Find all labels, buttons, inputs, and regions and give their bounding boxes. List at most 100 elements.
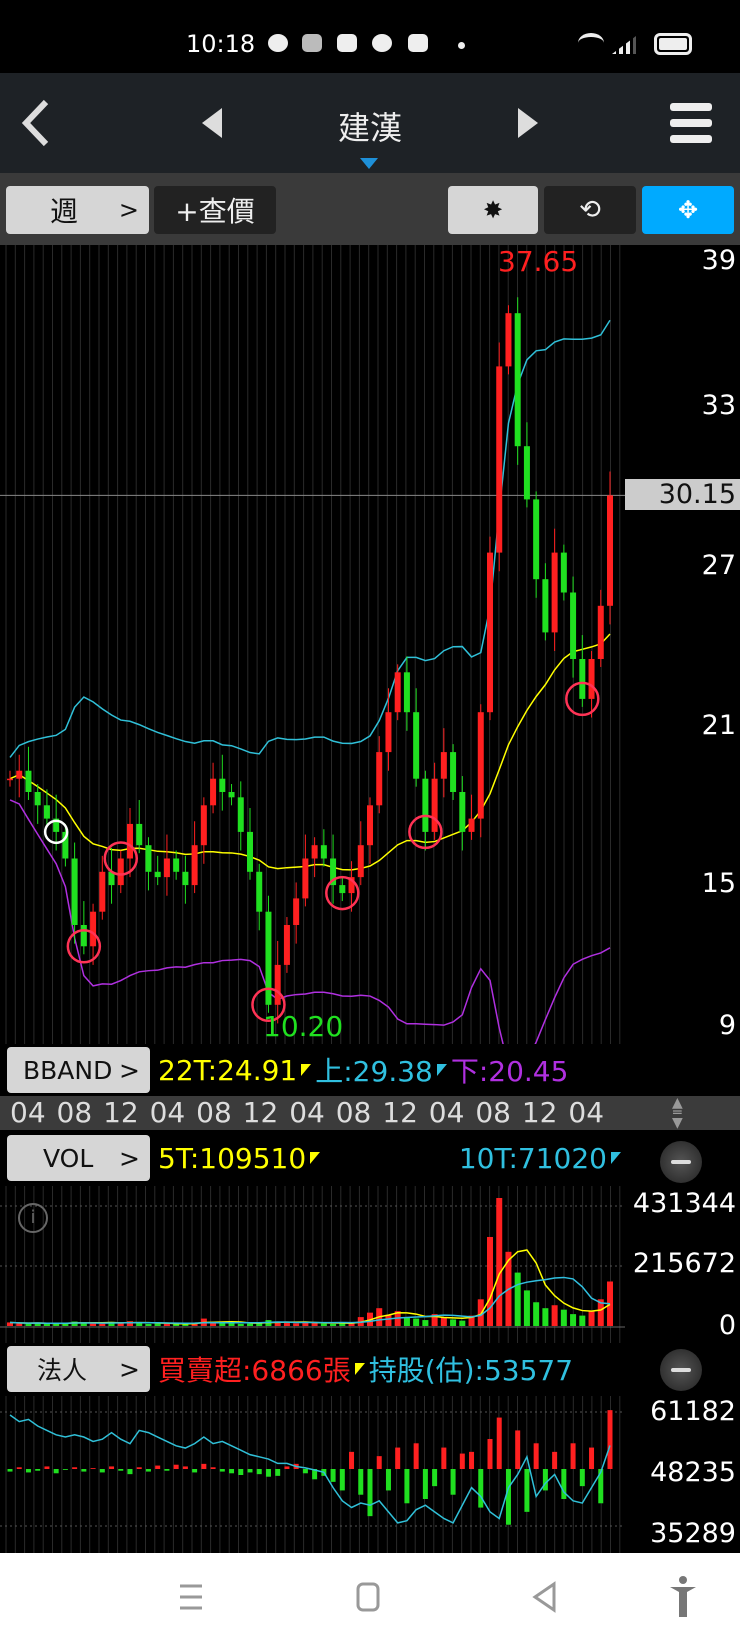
resize-handle-icon[interactable]: ▲ ═ ▼ [672,1095,683,1131]
volume-bar [542,1308,549,1326]
bband-label: BBAND [23,1055,113,1085]
net-bar [7,1469,13,1472]
rotate-icon[interactable]: ⟲ [544,186,636,234]
price-tick: 39 [701,245,736,276]
notification-dot-icon [458,42,465,49]
game-icon [372,34,392,52]
price-tick: 27 [701,550,736,581]
remove-inst-button[interactable] [660,1349,702,1391]
price-axis: 39 33 27 21 15 9 30.15 [625,245,740,1045]
net-bar [459,1453,465,1470]
net-bar [127,1469,133,1475]
vol-tick: 215672 [632,1248,736,1279]
volume-bar [283,1323,290,1326]
candle [367,805,373,846]
candle [450,752,457,792]
date-tick: 08 [475,1096,522,1129]
candle [422,778,429,832]
volume-bar [117,1323,124,1326]
candle [145,845,152,872]
candle [302,858,309,899]
date-tick: 04 [428,1096,476,1129]
remove-vol-button[interactable] [660,1141,702,1183]
signal-icon [612,36,636,54]
candle [403,672,410,713]
vol-row: VOL > 5T:109510 10T:71020 [0,1132,625,1184]
candle [607,495,613,606]
price-chart[interactable] [0,245,625,1045]
holding-line [9,1414,611,1524]
prev-stock-icon[interactable] [200,106,226,140]
candle [80,925,87,947]
candle [459,792,466,832]
inst-selector[interactable]: 法人 > [7,1346,150,1392]
net-bar [81,1469,87,1472]
candle [274,964,281,1005]
volume-bar [127,1321,133,1326]
fullscreen-icon[interactable]: ✥ [642,186,734,234]
candle [219,778,226,792]
net-bar [561,1469,567,1500]
candle [247,831,253,872]
period-selector[interactable]: 週 > [6,186,149,234]
volume-bar [385,1314,392,1326]
net-bar [579,1469,585,1487]
chevron-right-icon: > [119,1354,140,1384]
net-bar [339,1469,345,1491]
volume-bar [274,1321,281,1326]
youtube-icon [337,34,357,52]
volume-bar [570,1314,577,1326]
net-bar [16,1467,22,1470]
volume-bar [25,1323,32,1326]
next-stock-icon[interactable] [514,106,540,140]
net-bar [598,1469,604,1504]
candle [7,778,13,781]
candle [597,605,604,659]
dropdown-caret-icon[interactable] [360,158,378,170]
bband-selector[interactable]: BBAND > [7,1047,150,1093]
net-bar [432,1469,438,1487]
info-icon[interactable]: i [18,1203,48,1233]
gear-icon[interactable]: ✸ [448,186,538,234]
volume-bar [413,1318,420,1326]
volume-bar [53,1323,60,1326]
net-bar [487,1439,493,1470]
net-bar [118,1469,124,1471]
net-bar [284,1466,290,1470]
net-bar [247,1469,253,1473]
net-bar [256,1469,262,1475]
accessibility-icon[interactable] [668,1575,698,1619]
volume-bar [228,1323,235,1326]
net-bar [109,1466,115,1470]
back-icon[interactable] [18,98,52,148]
bband-mid-line [9,633,611,871]
vol-label: VOL [43,1143,94,1173]
net-bar [219,1469,225,1472]
battery-icon [654,33,692,55]
volume-bar [330,1323,337,1326]
candle [570,592,577,659]
candle [487,552,493,713]
candle [283,925,290,965]
home-icon[interactable] [356,1580,382,1614]
date-tick: 12 [242,1096,290,1129]
flag-icon [611,1152,621,1164]
back-nav-icon[interactable] [532,1581,558,1613]
flag-icon [436,1064,447,1076]
line-icon [268,34,288,52]
vol-selector[interactable]: VOL > [7,1135,150,1181]
candle [99,871,106,912]
institutional-chart[interactable] [0,1396,625,1553]
marker-circle [565,681,600,717]
menu-icon[interactable] [670,101,714,145]
candle [376,752,383,806]
recent-apps-icon[interactable] [178,1578,204,1618]
quote-button[interactable]: +查價 [154,186,276,234]
flag-icon [310,1152,321,1164]
net-bar [99,1469,105,1473]
stock-title[interactable]: 建漢 [337,109,402,147]
volume-chart[interactable] [0,1186,625,1344]
candle [237,797,244,832]
marker-circle [325,875,360,911]
candle [16,770,23,779]
